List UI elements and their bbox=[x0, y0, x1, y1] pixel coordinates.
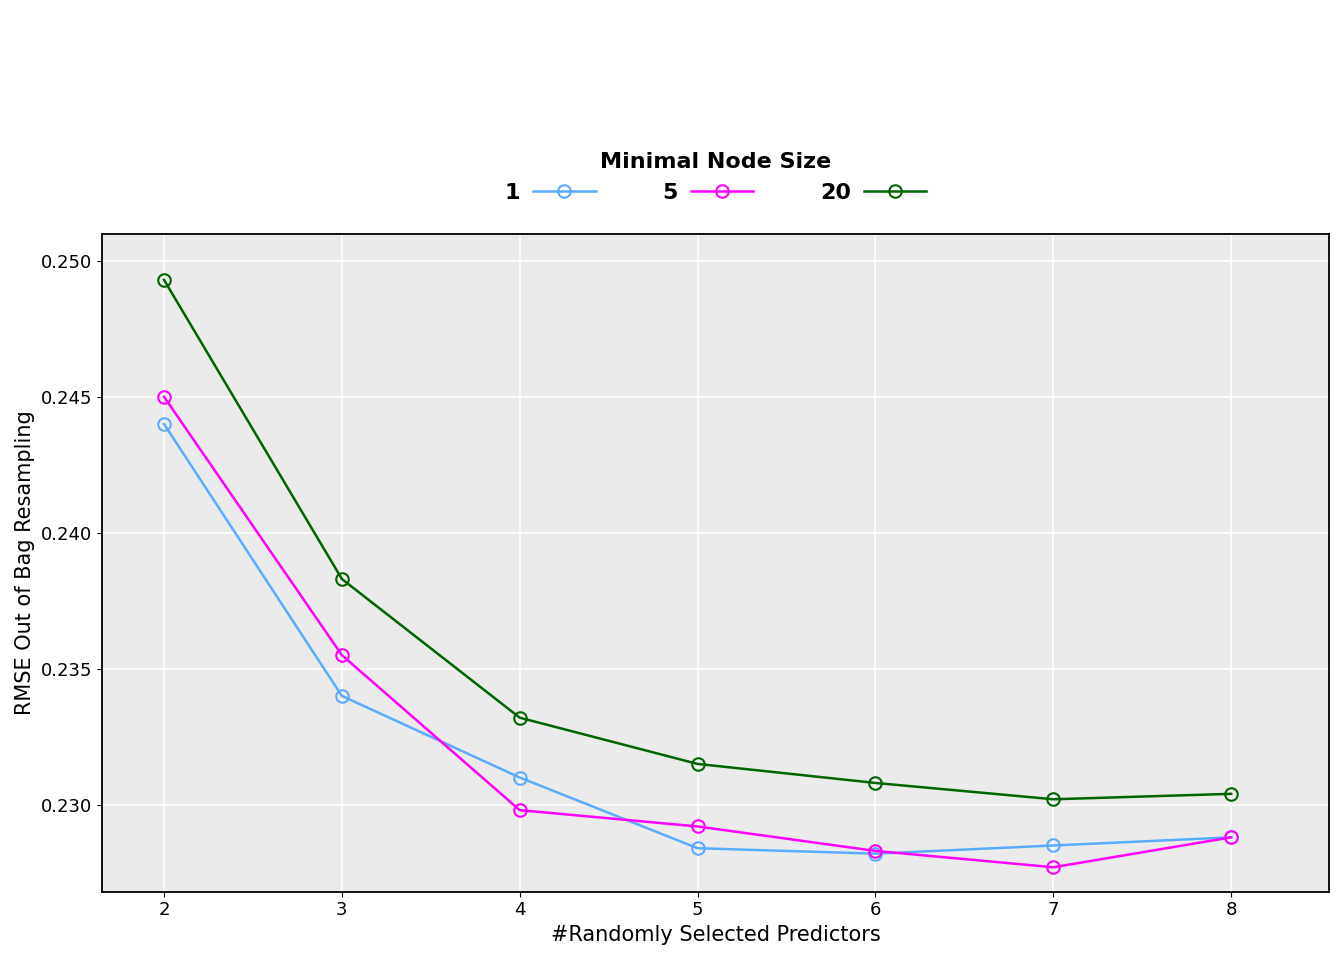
Legend: 1, 5, 20: 1, 5, 20 bbox=[496, 143, 935, 211]
Y-axis label: RMSE Out of Bag Resampling: RMSE Out of Bag Resampling bbox=[15, 410, 35, 715]
X-axis label: #Randomly Selected Predictors: #Randomly Selected Predictors bbox=[551, 925, 880, 945]
